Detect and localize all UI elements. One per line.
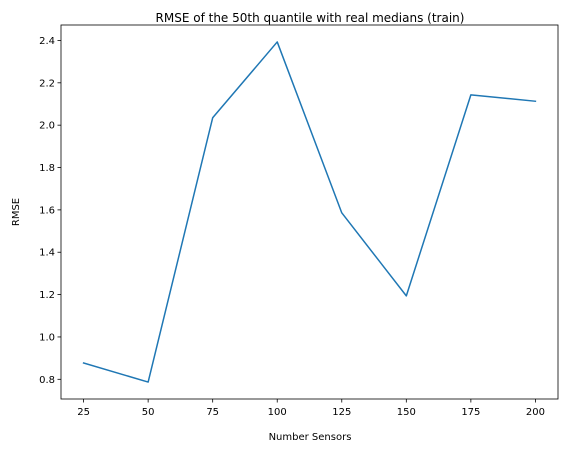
y-tick-label: 1.4 <box>39 248 55 259</box>
x-tick-label: 100 <box>268 407 287 418</box>
x-tick-label: 75 <box>206 407 219 418</box>
x-tick-label: 50 <box>142 407 155 418</box>
plot-area <box>82 41 537 383</box>
x-tick-label: 175 <box>461 407 480 418</box>
y-tick-label: 1.6 <box>39 205 55 216</box>
y-axis-label: RMSE <box>11 198 22 226</box>
series-line-0 <box>82 41 537 383</box>
y-tick-label: 2.2 <box>39 78 55 89</box>
x-axis: 25 50 75 100 125 150 175 200 <box>77 399 545 418</box>
x-tick-label: 25 <box>77 407 90 418</box>
y-tick-label: 1.0 <box>39 332 55 343</box>
y-tick-label: 2.0 <box>39 121 55 132</box>
plot-frame <box>60 24 559 400</box>
x-tick-label: 200 <box>526 407 545 418</box>
y-tick-label: 2.4 <box>39 36 55 47</box>
y-axis: 0.8 1.0 1.2 1.4 1.6 1.8 2.0 2.2 2.4 <box>39 36 61 386</box>
x-axis-label: Number Sensors <box>269 432 352 443</box>
x-tick-label: 150 <box>397 407 416 418</box>
y-tick-label: 1.8 <box>39 163 55 174</box>
x-tick-label: 125 <box>332 407 351 418</box>
y-tick-label: 1.2 <box>39 290 55 301</box>
chart-title: RMSE of the 50th quantile with real medi… <box>156 11 465 25</box>
y-tick-label: 0.8 <box>39 375 55 386</box>
